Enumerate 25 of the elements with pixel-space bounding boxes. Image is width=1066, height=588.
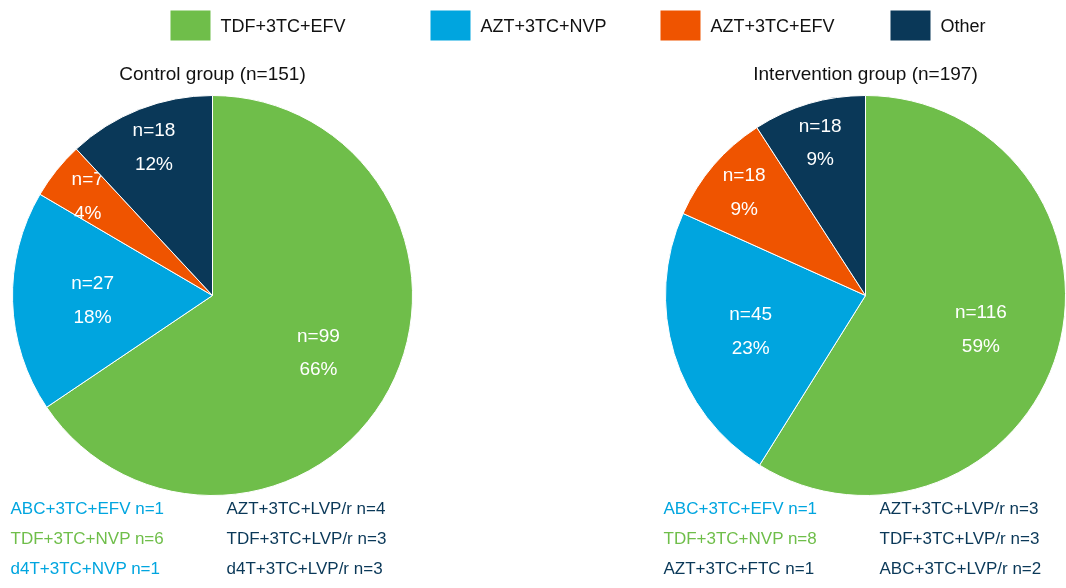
data-label: n=18 9% — [722, 163, 766, 219]
text: AZT+3TC+FTC n=1 — [663, 559, 815, 578]
legend-label: AZT+3TC+NVP — [480, 15, 607, 36]
text: TDF+3TC+NVP n=8 — [663, 529, 817, 548]
data-label: n=18 9% — [798, 114, 842, 170]
text: AZT+3TC+LVP/r n=4 — [226, 499, 386, 518]
text: Control group (n=151) — [119, 63, 306, 84]
data-label: n=18 12% — [132, 119, 176, 174]
chart-title: Intervention group (n=197) — [753, 63, 978, 84]
data-label: n=45 23% — [729, 303, 773, 358]
legend-label: Other — [940, 15, 986, 36]
data-label: n=27 18% — [71, 271, 114, 327]
text: TDF+3TC+LVP/r n=3 — [879, 529, 1040, 548]
text: AZT+3TC+LVP/r n=3 — [879, 499, 1039, 518]
legend-label: TDF+3TC+EFV — [220, 15, 346, 36]
text: ABC+3TC+EFV n=1 — [663, 499, 818, 518]
legend-label: AZT+3TC+EFV — [710, 15, 835, 36]
text: TDF+3TC+LVP/r n=3 — [226, 529, 387, 548]
data-label: n=116 59% — [954, 301, 1007, 356]
text: d4T+3TC+LVP/r n=3 — [226, 559, 383, 578]
text: TDF+3TC+NVP n=6 — [10, 529, 164, 548]
text: d4T+3TC+NVP n=1 — [10, 559, 160, 578]
text: ABC+3TC+EFV n=1 — [10, 499, 165, 518]
text: ABC+3TC+LVP/r n=2 — [879, 559, 1042, 578]
data-label: n=99 66% — [297, 324, 340, 380]
